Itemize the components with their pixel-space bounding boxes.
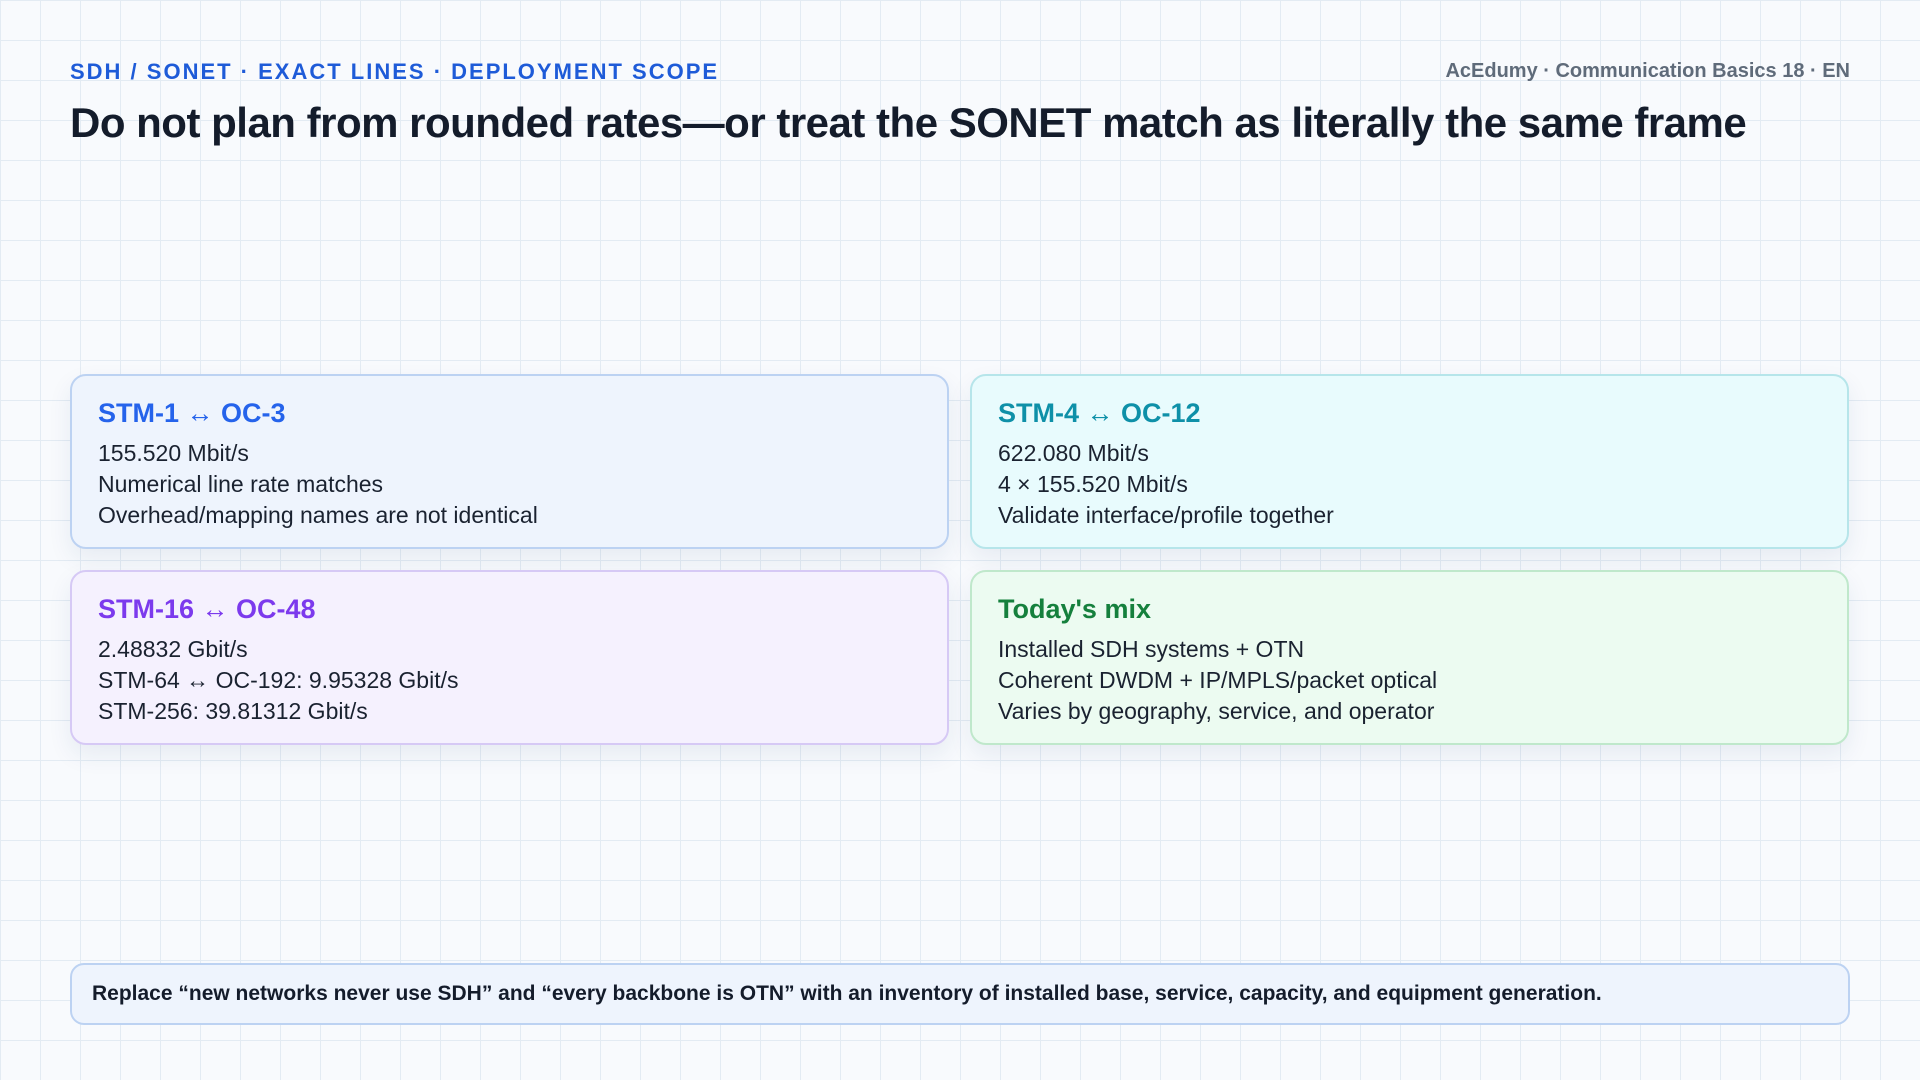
card-title: STM-1 ↔ OC-3	[98, 398, 286, 428]
page-title: Do not plan from rounded rates—or treat …	[70, 99, 1747, 146]
card-stm1-oc3: STM-1 ↔ OC-3 155.520 Mbit/s Numerical li…	[70, 374, 949, 549]
card-title: STM-4 ↔ OC-12	[998, 398, 1201, 428]
card-line: 155.520 Mbit/s	[98, 440, 249, 466]
card-line: 4 × 155.520 Mbit/s	[998, 471, 1188, 497]
card-line: Overhead/mapping names are not identical	[98, 502, 538, 528]
card-stm16-oc48: STM-16 ↔ OC-48 2.48832 Gbit/s STM-64 ↔ O…	[70, 570, 949, 745]
card-line: Validate interface/profile together	[998, 502, 1334, 528]
card-title: Today's mix	[998, 594, 1151, 624]
card-line: 2.48832 Gbit/s	[98, 636, 248, 662]
card-line: STM-256: 39.81312 Gbit/s	[98, 698, 368, 724]
card-line: STM-64 ↔ OC-192: 9.95328 Gbit/s	[98, 667, 459, 693]
card-line: Installed SDH systems + OTN	[998, 636, 1305, 662]
card-todays-mix: Today's mix Installed SDH systems + OTN …	[970, 570, 1849, 745]
card-line: 622.080 Mbit/s	[998, 440, 1149, 466]
footer-note-text: Replace “new networks never use SDH” and…	[92, 982, 1602, 1005]
rate-card-grid: STM-1 ↔ OC-3 155.520 Mbit/s Numerical li…	[70, 374, 1850, 745]
course-meta: AcEdumy · Communication Basics 18 · EN	[1445, 60, 1850, 82]
card-line: Numerical line rate matches	[98, 471, 384, 497]
card-stm4-oc12: STM-4 ↔ OC-12 622.080 Mbit/s 4 × 155.520…	[970, 374, 1849, 549]
card-line: Coherent DWDM + IP/MPLS/packet optical	[998, 667, 1438, 693]
footer-note: Replace “new networks never use SDH” and…	[70, 963, 1850, 1025]
card-line: Varies by geography, service, and operat…	[998, 698, 1435, 724]
card-title: STM-16 ↔ OC-48	[98, 594, 316, 624]
eyebrow-label: SDH / SONET · EXACT LINES · DEPLOYMENT S…	[70, 59, 720, 84]
